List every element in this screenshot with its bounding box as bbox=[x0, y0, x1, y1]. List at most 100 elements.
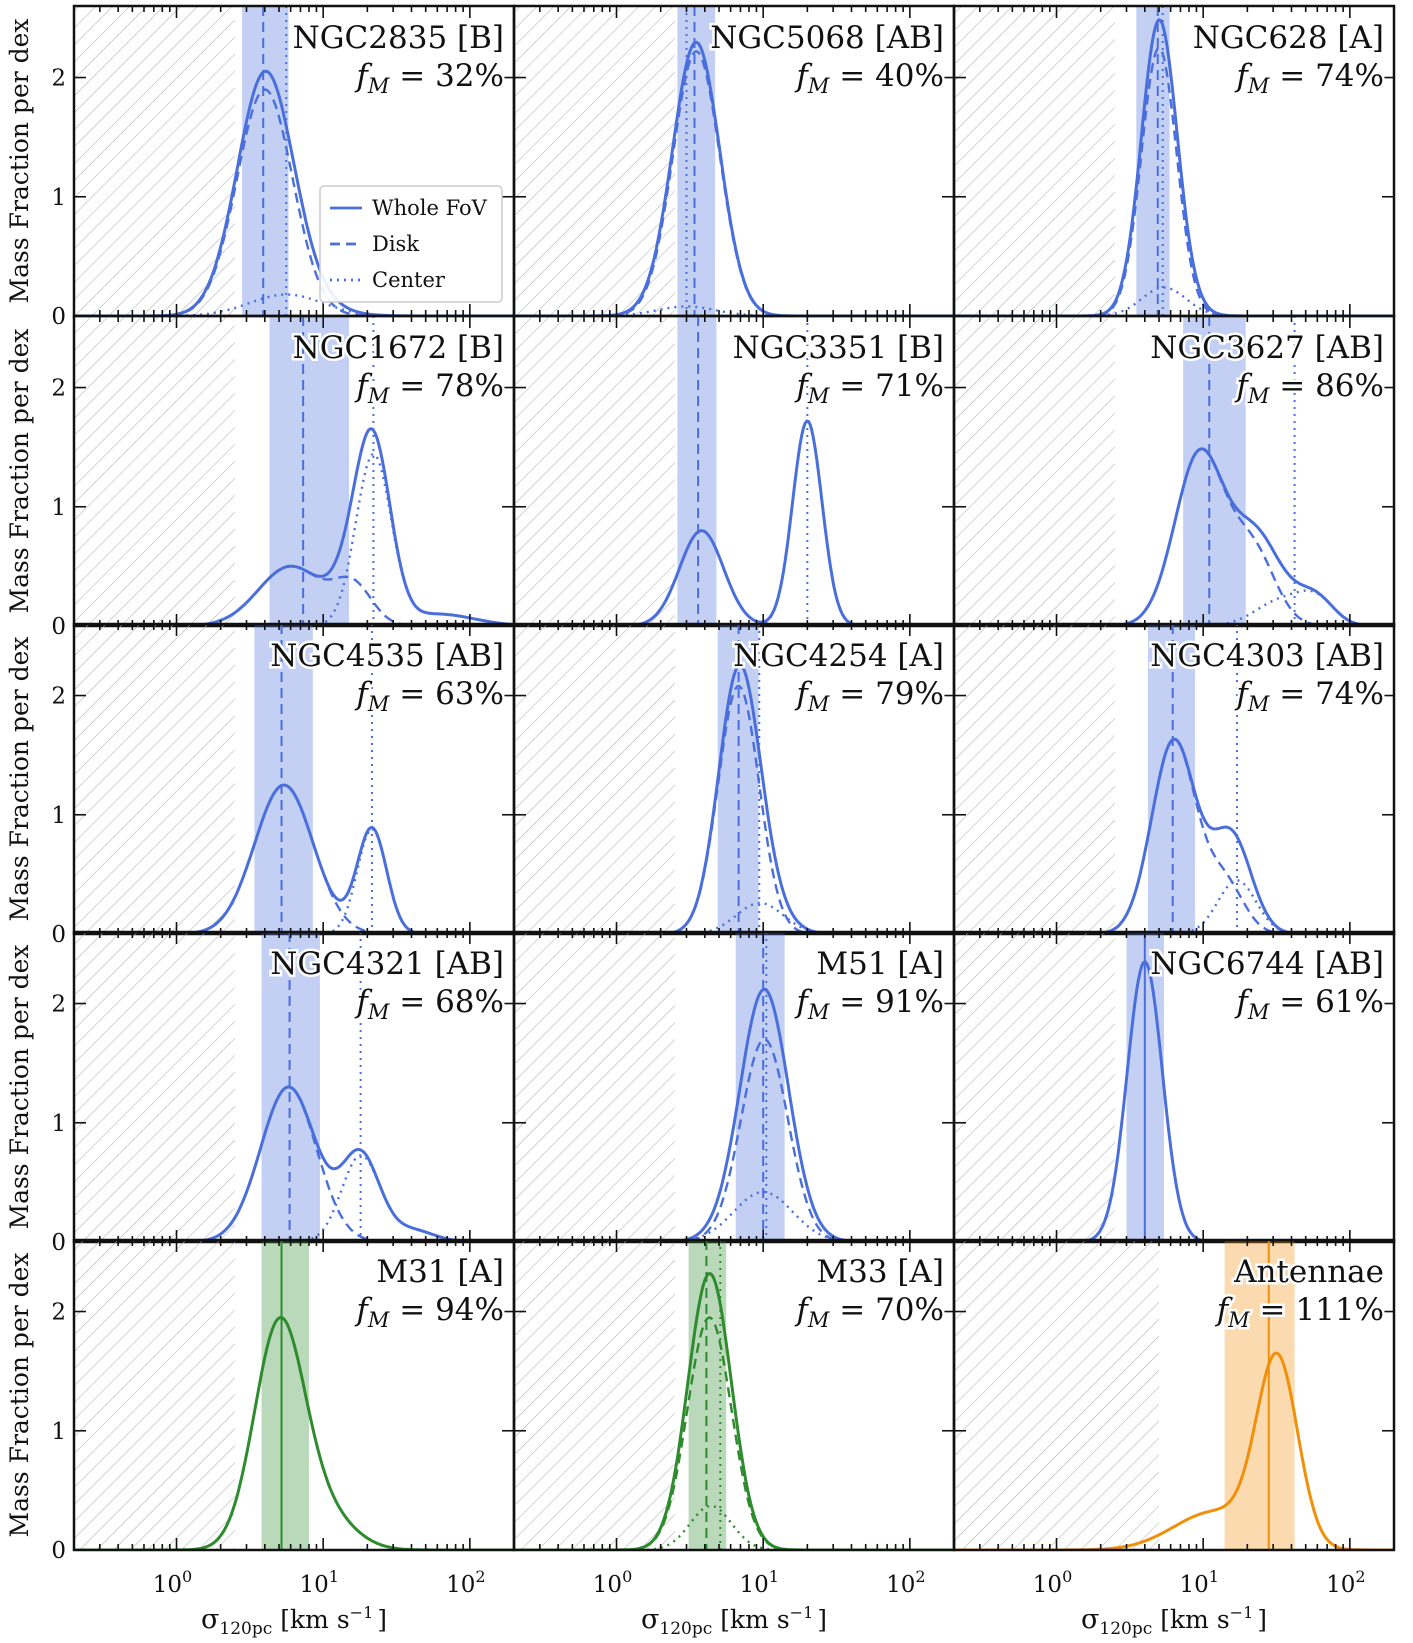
y-tick-label: 0 bbox=[51, 922, 66, 948]
fm-subscript: M bbox=[367, 1000, 390, 1024]
tick-exp: 1 bbox=[329, 1567, 339, 1586]
panel-title: NGC1672 [B] bbox=[293, 330, 504, 366]
panel-title: NGC4303 [AB] bbox=[1150, 638, 1384, 674]
iqr-band bbox=[269, 316, 350, 626]
xlabel-close: ] bbox=[1257, 1605, 1267, 1634]
legend-label: Whole FoV bbox=[372, 196, 488, 220]
xlabel-close: ] bbox=[377, 1605, 387, 1634]
fm-value: = 86% bbox=[1269, 368, 1384, 404]
tick-base: 10 bbox=[593, 1572, 622, 1598]
iqr-band bbox=[1183, 316, 1246, 626]
panel-ngc3351: NGC3351 [B]fM = 71% bbox=[512, 314, 956, 628]
panel-m33: M33 [A]fM = 70% bbox=[512, 1238, 956, 1552]
iqr-band bbox=[677, 6, 716, 316]
panel-title: NGC4321 [AB] bbox=[270, 946, 504, 982]
panel-title: NGC628 [A] bbox=[1193, 20, 1384, 56]
disk-curve bbox=[514, 1038, 954, 1242]
fm-value: = 94% bbox=[389, 1292, 504, 1328]
panel-ngc4254: NGC4254 [A]fM = 79% bbox=[512, 622, 956, 936]
xlabel-symbol: σ bbox=[1081, 1604, 1099, 1635]
tick-base: 10 bbox=[886, 1572, 915, 1598]
fm-value: = 74% bbox=[1269, 58, 1384, 94]
fm-value: = 32% bbox=[389, 58, 504, 94]
y-tick-label: 0 bbox=[51, 1538, 66, 1564]
whole-fov-curve bbox=[954, 737, 1394, 934]
y-tick-label: 1 bbox=[51, 1419, 66, 1445]
panel-title: Antennae bbox=[1233, 1254, 1384, 1290]
panel-title: NGC6744 [AB] bbox=[1150, 946, 1384, 982]
tick-base: 10 bbox=[446, 1572, 475, 1598]
x-tick-label: 100 bbox=[1033, 1567, 1072, 1598]
hatch-region bbox=[514, 932, 675, 1242]
fm-value: = 78% bbox=[389, 368, 504, 404]
x-axis-label: σ120pc [km s−1] bbox=[1081, 1603, 1267, 1639]
fm-subscript: M bbox=[367, 1308, 390, 1332]
whole-fov-curve bbox=[954, 1351, 1394, 1550]
iqr-band bbox=[677, 316, 717, 626]
y-tick-label: 2 bbox=[51, 66, 66, 92]
whole-fov-curve bbox=[514, 40, 954, 316]
fm-subscript: M bbox=[367, 384, 390, 408]
panel-title: NGC3627 [AB] bbox=[1150, 330, 1384, 366]
tick-exp: 1 bbox=[1209, 1567, 1219, 1586]
tick-base: 10 bbox=[1033, 1572, 1062, 1598]
y-tick-label: 2 bbox=[51, 992, 66, 1018]
panel-fm: fM = 74% bbox=[1234, 676, 1384, 716]
whole-fov-curve bbox=[514, 419, 954, 626]
fm-subscript: M bbox=[807, 1308, 830, 1332]
whole-fov-curve bbox=[74, 1315, 514, 1550]
fm-subscript: M bbox=[1247, 74, 1270, 98]
xlabel-sub: 120pc bbox=[1099, 1619, 1152, 1639]
x-tick-label: 101 bbox=[739, 1567, 778, 1598]
whole-fov-curve bbox=[954, 18, 1394, 316]
fm-subscript: M bbox=[807, 1000, 830, 1024]
panel-title: NGC5068 [AB] bbox=[710, 20, 944, 56]
fm-value: = 63% bbox=[389, 676, 504, 712]
fm-subscript: M bbox=[367, 74, 390, 98]
iqr-band bbox=[735, 932, 785, 1242]
hatch-region bbox=[514, 6, 675, 316]
tick-base: 10 bbox=[1179, 1572, 1208, 1598]
hatch-region bbox=[954, 1240, 1160, 1550]
panel-m31: M31 [A]fM = 94% bbox=[72, 1238, 516, 1552]
hatch-region bbox=[74, 624, 235, 934]
panel-fm: fM = 91% bbox=[794, 984, 944, 1024]
disk-curve bbox=[514, 1316, 954, 1550]
fm-subscript: M bbox=[367, 692, 390, 716]
panel-frame bbox=[952, 314, 1396, 628]
panel-m51: M51 [A]fM = 91% bbox=[512, 930, 956, 1244]
y-axis-label: Mass Fraction per dex bbox=[5, 1252, 34, 1537]
tick-exp: 2 bbox=[1355, 1567, 1365, 1586]
iqr-band bbox=[261, 1240, 309, 1550]
legend-box bbox=[319, 185, 503, 303]
y-axis-label: Mass Fraction per dex bbox=[5, 328, 34, 613]
xlabel-unit: [km s bbox=[280, 1605, 349, 1634]
panel-frame bbox=[952, 1238, 1396, 1552]
hatch-region bbox=[74, 6, 235, 316]
tick-base: 10 bbox=[299, 1572, 328, 1598]
panel-fm: fM = 111% bbox=[1215, 1292, 1384, 1332]
fm-subscript: M bbox=[807, 692, 830, 716]
tick-exp: 1 bbox=[769, 1567, 779, 1586]
panel-ngc6744: NGC6744 [AB]fM = 61% bbox=[952, 930, 1396, 1244]
panel-fm: fM = 79% bbox=[794, 676, 944, 716]
fm-subscript: M bbox=[1247, 692, 1270, 716]
x-tick-label: 101 bbox=[1179, 1567, 1218, 1598]
hatch-region bbox=[514, 1240, 675, 1550]
y-tick-label: 0 bbox=[51, 614, 66, 640]
panel-fm: fM = 94% bbox=[354, 1292, 504, 1332]
y-tick-label: 0 bbox=[51, 1230, 66, 1256]
hatch-region bbox=[954, 624, 1115, 934]
panel-title: NGC3351 [B] bbox=[733, 330, 944, 366]
fm-subscript: M bbox=[807, 74, 830, 98]
panel-ngc4303: NGC4303 [AB]fM = 74% bbox=[952, 622, 1396, 936]
hatch-region bbox=[74, 1240, 235, 1550]
whole-fov-curve bbox=[74, 427, 514, 626]
panel-fm: fM = 71% bbox=[794, 368, 944, 408]
whole-fov-curve bbox=[74, 1085, 514, 1242]
x-tick-label: 100 bbox=[153, 1567, 192, 1598]
xlabel-close: ] bbox=[817, 1605, 827, 1634]
xlabel-symbol: σ bbox=[641, 1604, 659, 1635]
panels-layer: NGC2835 [B]fM = 32%NGC5068 [AB]fM = 40%N… bbox=[72, 4, 1396, 1552]
